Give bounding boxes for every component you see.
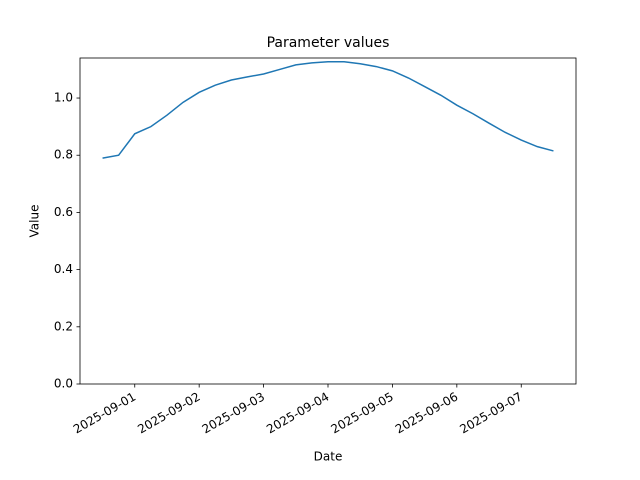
x-tick-label: 2025-09-06	[393, 389, 460, 436]
x-tick-label: 2025-09-05	[329, 389, 396, 436]
plot-frame	[79, 57, 577, 385]
x-tick-label: 2025-09-02	[135, 389, 202, 436]
y-tick-label: 0.8	[54, 148, 73, 162]
x-tick-label: 2025-09-07	[457, 389, 524, 436]
x-tick-label: 2025-09-04	[264, 389, 331, 436]
x-tick-label: 2025-09-01	[71, 389, 138, 436]
x-tick-label: 2025-09-03	[200, 389, 267, 436]
y-axis-label: Value	[28, 205, 42, 238]
y-tick-label: 0.6	[54, 205, 73, 219]
chart-title: Parameter values	[267, 35, 390, 51]
x-axis-label: Date	[314, 450, 343, 464]
y-tick-label: 0.4	[54, 262, 73, 276]
y-tick-label: 1.0	[54, 91, 73, 105]
y-tick-label: 0.0	[54, 377, 73, 391]
y-tick-label: 0.2	[54, 319, 73, 333]
data-line	[102, 60, 554, 159]
